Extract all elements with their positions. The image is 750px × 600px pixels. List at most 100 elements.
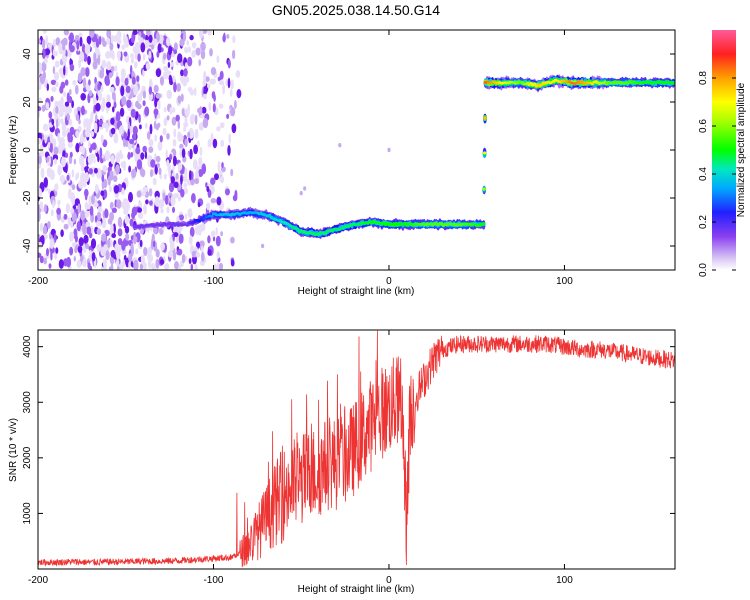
spectrogram-noise-speck (206, 202, 211, 211)
spectrogram-noise-speck (65, 152, 69, 158)
spectrogram-noise-speck (173, 128, 177, 138)
spectrogram-noise-speck (230, 168, 234, 177)
spectrogram-noise-speck (88, 90, 93, 97)
spectrogram-noise-speck (106, 60, 112, 71)
spectrogram-noise-speck (111, 233, 116, 239)
spectrogram-noise-speck (86, 43, 91, 51)
spectrogram-noise-speck (131, 206, 138, 216)
spectrogram-noise-speck (212, 235, 216, 242)
spectrogram-noise-speck (133, 259, 139, 270)
spectrogram-noise-speck (108, 72, 113, 79)
spectrogram-noise-speck (167, 163, 172, 174)
spectrogram-noise-speck (99, 147, 103, 158)
spectrogram-noise-speck (229, 88, 233, 97)
spectrogram-noise-speck (106, 37, 111, 45)
spectrogram-noise-speck (58, 259, 64, 269)
spectrogram-noise-speck (122, 259, 126, 268)
spectrogram-noise-speck (228, 133, 232, 144)
spectrogram-noise-speck (97, 54, 101, 66)
spectrogram-noise-speck (110, 155, 115, 165)
spectrogram-noise-speck (222, 84, 226, 95)
spectrogram-noise-speck (172, 107, 176, 113)
spectrogram-noise-speck (207, 83, 211, 89)
spectrogram-noise-speck (230, 107, 236, 117)
spectrogram-noise-speck (218, 103, 224, 109)
spectrogram-noise-speck (69, 246, 74, 256)
spectrogram-noise-speck (80, 210, 86, 221)
spectrogram-noise-speck (124, 77, 129, 86)
spectrogram-noise-speck (128, 165, 132, 173)
snr-y-tick-label: 3000 (22, 391, 33, 414)
spectrogram-noise-speck (60, 229, 64, 237)
spectrogram-noise-speck (110, 66, 115, 72)
spectrogram-noise-speck (62, 91, 67, 97)
spectrogram-noise-speck (39, 201, 44, 210)
spectrogram-noise-speck (63, 30, 70, 36)
spectrogram-noise-speck (85, 67, 90, 77)
spectrogram-noise-speck (181, 148, 186, 159)
spectrogram-noise-speck (236, 89, 242, 99)
spectrogram-noise-speck (75, 84, 79, 95)
spectrogram-noise-speck (173, 49, 178, 55)
spectrogram-noise-speck (77, 203, 81, 214)
spectrogram-noise-speck (89, 30, 95, 38)
spectrogram-noise-speck (107, 166, 112, 172)
spectrogram-noise-speck (139, 124, 142, 130)
spectrogram-noise-speck (61, 156, 66, 168)
spectrogram-noise-speck (206, 186, 210, 193)
spectrogram-noise-speck (199, 260, 205, 266)
spectrogram-noise-speck (190, 263, 194, 270)
spectrogram-noise-speck (61, 178, 64, 185)
spectrogram-noise-speck (148, 188, 153, 197)
spectrogram-noise-speck (64, 79, 69, 86)
spectrogram-noise-speck (61, 142, 66, 150)
spectrogram-noise-speck (203, 93, 207, 100)
spectrogram-noise-speck (94, 215, 98, 223)
spectrogram-y-tick-label: 0 (22, 147, 33, 153)
spectrogram-noise-speck (153, 226, 158, 235)
spectrogram-noise-speck (165, 149, 168, 161)
spectrogram-noise-speck (152, 38, 158, 45)
spectrogram-noise-speck (44, 48, 51, 56)
spectrogram-noise-speck (125, 85, 131, 94)
spectrogram-noise-speck (78, 58, 82, 69)
spectrogram-noise-speck (142, 145, 147, 153)
spectrogram-noise-speck (188, 235, 193, 245)
spectrogram-noise-speck (91, 252, 96, 262)
spectrogram-noise-speck (75, 142, 80, 153)
spectrogram-noise-speck (162, 127, 167, 136)
spectrogram-noise-speck (303, 186, 307, 191)
spectrogram-noise-speck (79, 146, 82, 153)
spectrogram-noise-speck (44, 134, 48, 144)
spectrogram-noise-speck (84, 210, 90, 218)
spectrogram-noise-speck (42, 30, 48, 34)
snr-x-axis-label: Height of straight line (km) (298, 584, 415, 595)
spectrogram-noise-speck (175, 114, 180, 122)
spectrogram-noise-speck (186, 40, 190, 46)
spectrogram-noise-speck (178, 264, 182, 270)
spectrogram-noise-speck (187, 131, 191, 139)
spectrogram-noise-speck (151, 233, 155, 242)
spectrogram-noise-speck (156, 162, 160, 168)
spectrogram-noise-speck (205, 182, 208, 188)
spectrogram-noise-speck (184, 213, 188, 220)
spectrogram-noise-speck (143, 262, 147, 270)
spectrogram-noise-speck (45, 35, 48, 46)
spectrogram-noise-speck (112, 175, 118, 183)
spectrogram-noise-speck (150, 44, 155, 50)
spectrogram-noise-speck (163, 52, 167, 60)
spectrogram-noise-speck (210, 67, 217, 76)
spectrogram-noise-speck (189, 226, 195, 238)
spectrogram-noise-speck (58, 44, 64, 55)
spectrogram-noise-speck (122, 137, 126, 148)
spectrogram-noise-speck (82, 137, 86, 143)
spectrogram-noise-speck (123, 33, 126, 44)
spectrogram-noise-speck (94, 183, 99, 194)
spectrogram-noise-speck (173, 81, 177, 93)
spectrogram-noise-speck (52, 48, 56, 57)
spectrogram-y-axis-label: Frequency (Hz) (8, 116, 19, 185)
spectrogram-noise-speck (181, 253, 186, 264)
spectrogram-noise-speck (191, 50, 196, 58)
spectrogram-noise-speck (192, 159, 198, 170)
spectrogram-noise-speck (163, 107, 167, 113)
